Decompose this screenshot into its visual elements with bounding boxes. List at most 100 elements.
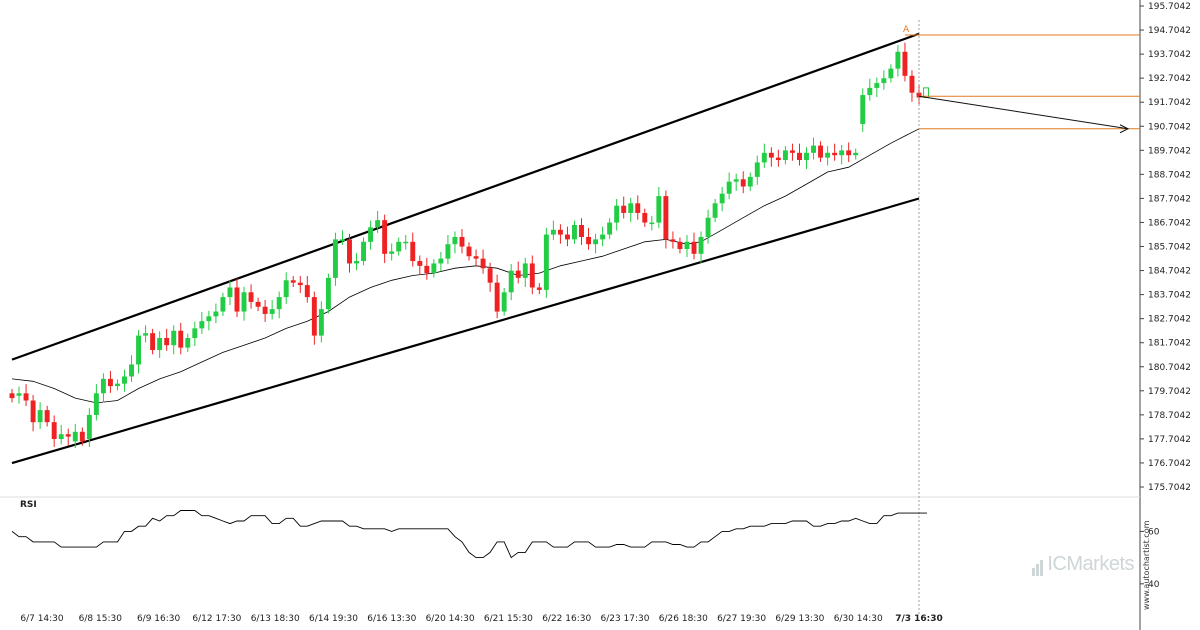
- candle-body: [670, 239, 676, 242]
- candle-body: [354, 261, 359, 264]
- x-tick-label: 6/29 13:30: [775, 614, 824, 624]
- candle-body: [220, 297, 226, 312]
- candle-body: [705, 217, 711, 237]
- candle-body: [375, 220, 381, 228]
- candle-body: [389, 251, 395, 254]
- candle-body: [311, 297, 317, 336]
- candle-body: [593, 239, 599, 245]
- candle-body: [607, 222, 613, 235]
- candle-body: [712, 203, 718, 218]
- candle-body: [9, 393, 15, 399]
- candle-body: [339, 239, 345, 241]
- candle-body: [255, 301, 261, 307]
- candle-body: [649, 222, 655, 225]
- candle-body: [16, 393, 22, 396]
- candle-body: [410, 241, 416, 262]
- candle-body: [227, 287, 233, 298]
- moving-average-line: [11, 128, 920, 404]
- x-tick-label: 6/16 13:30: [367, 614, 416, 624]
- brand-suffix: Markets: [1066, 553, 1134, 575]
- candle-body: [579, 224, 584, 237]
- y-tick-label: 188.7042: [1148, 170, 1191, 180]
- candle-body: [290, 280, 296, 283]
- rsi-label: RSI: [20, 500, 37, 510]
- candle-body: [269, 309, 275, 314]
- candle-body: [192, 328, 198, 338]
- candle-body: [431, 263, 437, 274]
- candle-body: [895, 51, 901, 69]
- candle-body: [199, 321, 205, 329]
- candle-body: [58, 434, 64, 440]
- candle-body: [522, 263, 528, 278]
- candle-body: [586, 236, 592, 245]
- rsi-tick-label: 40: [1148, 580, 1160, 590]
- candle-body: [557, 229, 563, 235]
- candle-body: [37, 410, 43, 423]
- candle-body: [726, 181, 732, 194]
- channel-lower-line: [11, 197, 920, 465]
- candle-body: [382, 220, 388, 254]
- candle-body: [909, 75, 915, 93]
- x-tick-label: 6/13 18:30: [251, 614, 300, 624]
- candle-body: [44, 410, 50, 423]
- candle-body: [733, 179, 739, 182]
- candle-body: [853, 152, 859, 156]
- candle-body: [916, 92, 922, 98]
- candle-body: [93, 393, 99, 415]
- candle-body: [747, 176, 753, 187]
- candle-body: [86, 414, 92, 440]
- y-tick-label: 186.7042: [1148, 218, 1191, 228]
- y-tick-label: 179.7042: [1148, 387, 1191, 397]
- candle-body: [438, 258, 444, 264]
- y-tick-label: 178.7042: [1148, 411, 1191, 421]
- y-tick-label: 176.7042: [1148, 459, 1191, 469]
- candle-body: [452, 236, 458, 245]
- candle-body: [572, 224, 577, 240]
- x-tick-label: 6/9 16:30: [137, 614, 181, 624]
- candle-body: [839, 150, 845, 156]
- candle-body: [902, 51, 908, 76]
- candle-body: [888, 68, 894, 79]
- x-tick-label: 6/21 15:30: [484, 614, 533, 624]
- y-tick-label: 184.7042: [1148, 267, 1191, 277]
- candle-body: [185, 337, 191, 348]
- y-tick-label: 182.7042: [1148, 315, 1191, 325]
- candle-body: [761, 152, 767, 163]
- x-tick-label: 6/22 16:30: [542, 614, 591, 624]
- candle-body: [825, 152, 831, 158]
- candle-body: [494, 282, 500, 312]
- candle-body: [234, 287, 240, 312]
- candle-body: [642, 212, 648, 223]
- x-tick-label: 6/23 17:30: [600, 614, 649, 624]
- x-tick-label: 6/7 14:30: [20, 614, 64, 624]
- candle-body: [811, 145, 816, 153]
- credit-text: www.autochartist.com: [1142, 520, 1151, 610]
- x-tick-label: 6/8 15:30: [79, 614, 123, 624]
- candle-body: [100, 378, 106, 394]
- candle-body: [164, 337, 170, 346]
- candle-body: [501, 292, 507, 312]
- x-tick-label: 6/14 19:30: [309, 614, 358, 624]
- candle-body: [628, 203, 634, 213]
- candle-body: [459, 236, 465, 247]
- candle-body: [304, 285, 310, 298]
- candle-body: [213, 311, 219, 317]
- channel-upper-line: [11, 32, 920, 361]
- y-tick-label: 177.7042: [1148, 435, 1191, 445]
- candle-body: [480, 258, 486, 269]
- candle-body: [136, 335, 142, 365]
- candle-body: [206, 316, 212, 322]
- y-tick-label: 191.7042: [1148, 98, 1191, 108]
- candle-body: [515, 270, 521, 278]
- candle-body: [347, 239, 352, 264]
- candle-body: [283, 280, 289, 298]
- brand-prefix: IC: [1047, 553, 1067, 575]
- candle-body: [72, 431, 78, 442]
- candle-body: [543, 234, 549, 290]
- y-tick-label: 189.7042: [1148, 146, 1191, 156]
- candle-body: [318, 309, 324, 336]
- candle-body: [403, 241, 409, 244]
- brand-bars-icon: [1032, 553, 1044, 576]
- y-tick-label: 193.7042: [1148, 50, 1191, 60]
